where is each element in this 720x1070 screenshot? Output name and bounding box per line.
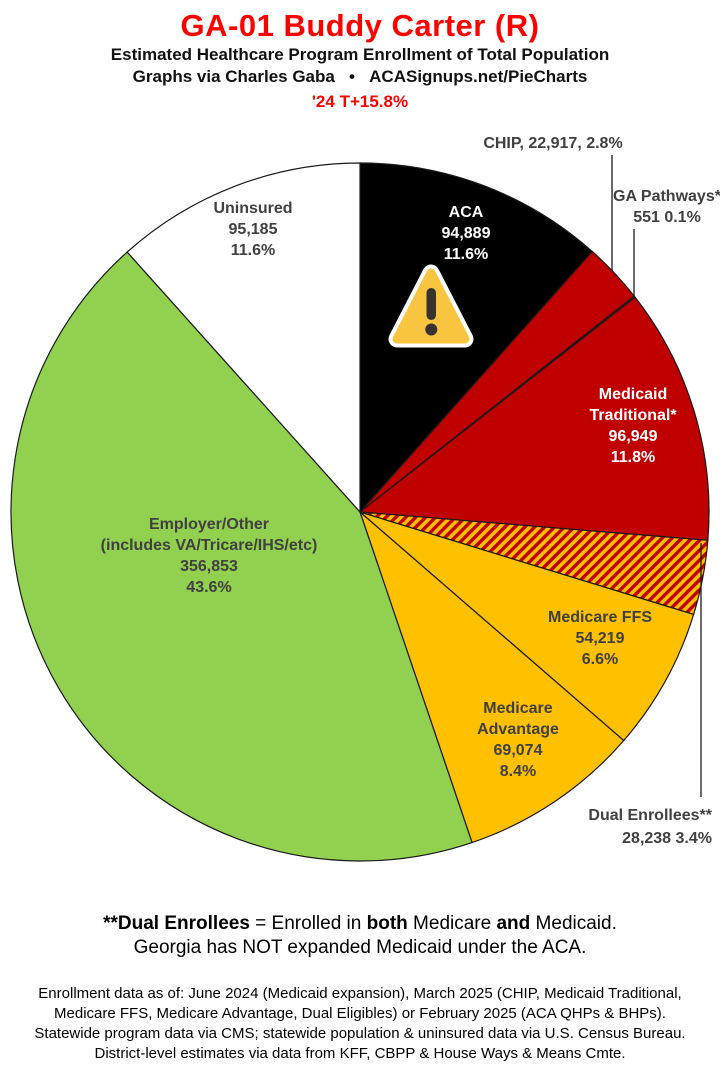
label-uninsured: Uninsured 95,185 11.6% — [213, 200, 293, 259]
source-footnote: Enrollment data as of: June 2024 (Medica… — [0, 984, 720, 1064]
callout-chip: CHIP, 22,917, 2.8% — [483, 135, 623, 152]
dual-enrollees-note: **Dual Enrollees = Enrolled in both Medi… — [0, 912, 720, 960]
pie-slice-medicare-ffs — [359, 511, 695, 742]
subtitle-line-2: Graphs via Charles Gaba • ACASignups.net… — [132, 67, 588, 86]
footnote-line-4: District-level estimates via data from K… — [94, 1045, 626, 1062]
label-medicare-ffs: Medicare FFS 54,219 6.6% — [547, 609, 653, 668]
header: GA-01 Buddy Carter (R) Estimated Healthc… — [0, 8, 720, 113]
pie-slice-uninsured — [126, 162, 361, 514]
callout-ga-pathways: GA Pathways* 551 0.1% — [613, 188, 720, 226]
footnote-line-3: Statewide program data via CMS; statewid… — [34, 1025, 686, 1042]
label-employer-other: Employer/Other (includes VA/Tricare/IHS/… — [100, 516, 318, 596]
warning-icon — [388, 264, 474, 348]
pie-slice-aca — [359, 162, 594, 514]
pie-slices-group — [10, 162, 710, 862]
label-medicaid-traditional: Medicaid Traditional* 96,949 11.8% — [589, 386, 677, 466]
page-title: GA-01 Buddy Carter (R) — [180, 8, 540, 43]
callout-dual-enrollees: Dual Enrollees** 28,238 3.4% — [588, 807, 712, 847]
label-medicare-advantage: Medicare Advantage 69,074 8.4% — [477, 700, 559, 780]
footnote-line-1: Enrollment data as of: June 2024 (Medica… — [38, 985, 682, 1002]
pie-slice-employer-other — [10, 251, 473, 862]
note-line-2: Georgia has NOT expanded Medicaid under … — [133, 937, 587, 958]
trend-annotation: '24 T+15.8% — [311, 92, 409, 111]
pie-slice-medicaid-traditional — [358, 296, 710, 541]
pie-slice-medicare-advantage — [358, 510, 625, 844]
label-aca: ACA 94,889 11.6% — [441, 204, 491, 263]
footnote-line-2: Medicare FFS, Medicare Advantage, Dual E… — [54, 1005, 666, 1022]
note-line-1: **Dual Enrollees = Enrolled in both Medi… — [103, 913, 617, 934]
subtitle-line-1: Estimated Healthcare Program Enrollment … — [110, 45, 610, 64]
